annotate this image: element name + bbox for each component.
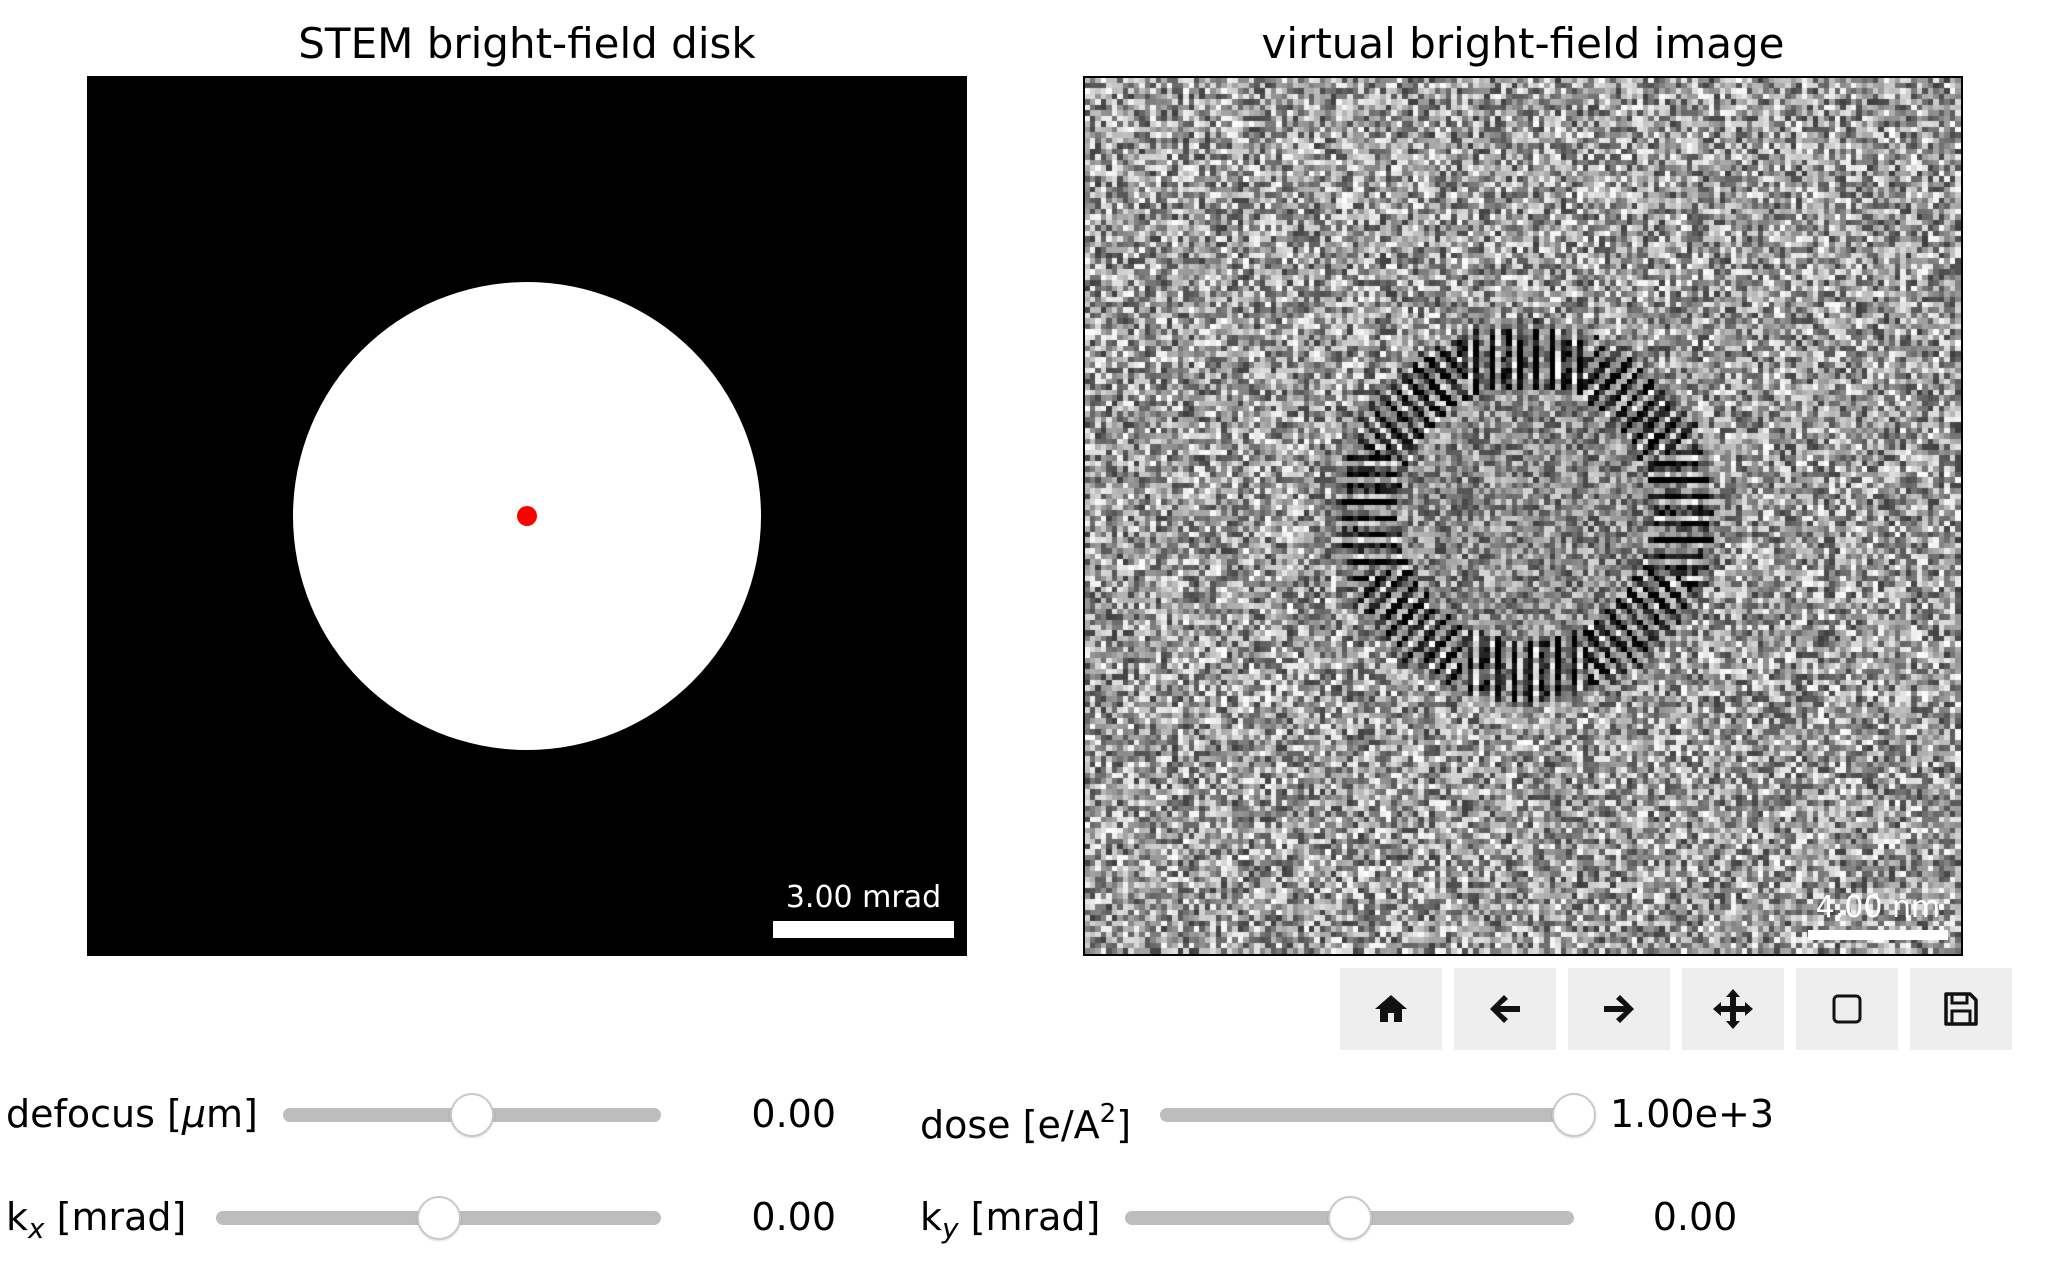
- disk-panel-title: STEM bright-field disk: [298, 19, 756, 68]
- ky-slider-handle[interactable]: [1327, 1196, 1372, 1240]
- home-button[interactable]: [1340, 968, 1442, 1050]
- vbf-panel-title: virtual bright-field image: [1261, 19, 1785, 68]
- save-icon: [1944, 992, 1978, 1026]
- zoom-rect-icon: [1832, 994, 1862, 1024]
- ky-slider-track[interactable]: [1125, 1196, 1574, 1240]
- back-button[interactable]: [1454, 968, 1556, 1050]
- move-icon: [1713, 989, 1753, 1029]
- bright-field-disk-image[interactable]: 3.00 mrad: [87, 76, 967, 956]
- probe-position-marker[interactable]: [517, 506, 537, 526]
- disk-plot: [89, 78, 965, 954]
- defocus-value: 0.00: [751, 1092, 836, 1136]
- ky-label: ky [mrad]: [920, 1195, 1101, 1245]
- ky-value: 0.00: [1652, 1195, 1738, 1239]
- defocus-label: defocus [μm]: [6, 1092, 258, 1136]
- vbf-scalebar: [1808, 930, 1948, 940]
- vbf-scalebar-label: 4.00 nm: [1815, 890, 1941, 925]
- pan-button[interactable]: [1682, 968, 1784, 1050]
- disk-scalebar: [773, 921, 954, 938]
- defocus-slider-track[interactable]: [283, 1093, 661, 1137]
- kx-value: 0.00: [751, 1195, 836, 1239]
- virtual-bright-field-image[interactable]: 4.00 nm: [1083, 76, 1963, 956]
- save-button[interactable]: [1910, 968, 2012, 1050]
- forward-button[interactable]: [1568, 968, 1670, 1050]
- arrow-right-icon: [1604, 995, 1634, 1023]
- kx-label: kx [mrad]: [6, 1195, 187, 1245]
- dose-value: 1.00e+3: [1610, 1092, 1775, 1136]
- kx-slider-handle[interactable]: [416, 1196, 461, 1240]
- home-icon: [1375, 995, 1407, 1022]
- defocus-slider-handle[interactable]: [450, 1093, 494, 1137]
- disk-scalebar-label: 3.00 mrad: [785, 880, 942, 915]
- plot-toolbar: [1340, 968, 2012, 1050]
- dose-slider-handle[interactable]: [1552, 1093, 1596, 1137]
- dose-slider-track[interactable]: [1160, 1093, 1596, 1137]
- kx-slider-track[interactable]: [216, 1196, 661, 1240]
- arrow-left-icon: [1490, 995, 1520, 1023]
- zoom-rect-button[interactable]: [1796, 968, 1898, 1050]
- vbf-noise-image: [1085, 78, 1961, 954]
- dose-label: dose [e/A2]: [920, 1099, 1132, 1147]
